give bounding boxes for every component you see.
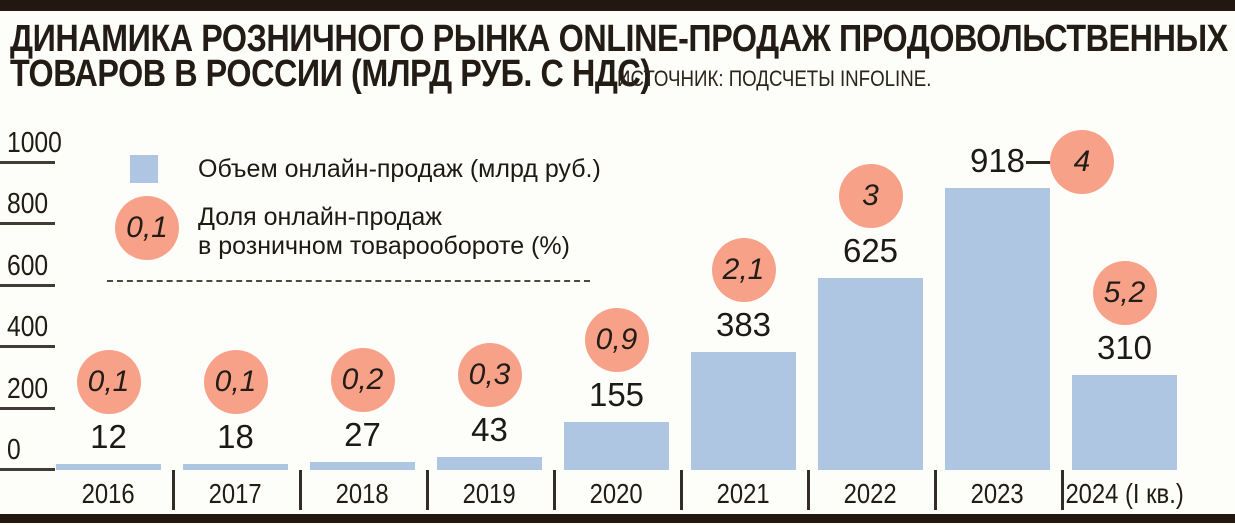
x-axis-label-text: 2023 bbox=[971, 478, 1024, 509]
share-badge-value: 5,2 bbox=[1103, 275, 1146, 309]
x-axis-divider bbox=[553, 470, 556, 510]
share-badge-2022: 3 bbox=[838, 163, 903, 228]
x-axis-label-text: 2024 (I кв.) bbox=[1065, 478, 1184, 509]
y-axis-label: 600 bbox=[7, 251, 55, 281]
x-axis-label-text: 2021 bbox=[717, 478, 770, 509]
share-badge-value: 0,1 bbox=[87, 365, 130, 398]
page-title-text-2: ТОВАРОВ В РОССИИ (МЛРД РУБ. С НДС) bbox=[10, 53, 651, 95]
share-badge-value: 0,2 bbox=[341, 362, 384, 396]
y-axis-label: 200 bbox=[7, 374, 55, 404]
x-axis-label-2019: 2019 bbox=[405, 479, 575, 509]
x-axis-label-2018: 2018 bbox=[278, 479, 448, 509]
bar-2018 bbox=[310, 461, 415, 470]
y-axis-tick bbox=[0, 222, 55, 225]
bar-value-label: 383 bbox=[715, 306, 772, 344]
y-axis-tick bbox=[0, 406, 55, 410]
share-badge-value: 3 bbox=[862, 178, 879, 212]
y-axis-label: 0 bbox=[7, 435, 23, 465]
x-axis-divider bbox=[807, 470, 810, 510]
share-badge-2019: 0,3 bbox=[457, 342, 522, 407]
y-axis-label: 800 bbox=[7, 189, 55, 219]
share-badge-value: 4 bbox=[1073, 145, 1091, 178]
x-axis-label-text: 2016 bbox=[82, 478, 135, 509]
legend-share-badge-value: 0,1 bbox=[126, 211, 168, 244]
x-axis-label-2023: 2023 bbox=[913, 479, 1083, 509]
y-axis-label-text: 0 bbox=[7, 434, 21, 466]
legend-divider bbox=[107, 280, 590, 282]
share-badge-value: 0,9 bbox=[595, 323, 638, 357]
y-axis-label-text: 600 bbox=[7, 249, 49, 282]
x-axis-label-text: 2022 bbox=[844, 478, 897, 509]
page-title-line-2: ТОВАРОВ В РОССИИ (МЛРД РУБ. С НДС) bbox=[10, 55, 764, 93]
page-title-line-1: ДИНАМИКА РОЗНИЧНОГО РЫНКА ONLINE-ПРОДАЖ … bbox=[10, 20, 1235, 58]
bottom-rule bbox=[0, 514, 1235, 523]
x-axis-divider bbox=[1061, 470, 1064, 510]
bar-value-label: 310 bbox=[1096, 328, 1153, 366]
y-axis-label: 400 bbox=[7, 312, 55, 342]
x-axis-divider bbox=[172, 470, 175, 510]
legend-share-label-line-1: Доля онлайн-продаж bbox=[198, 203, 442, 231]
bar-value-label: 27 bbox=[344, 415, 381, 453]
legend-share-badge: 0,1 bbox=[115, 196, 179, 260]
legend-bar-label: Объем онлайн-продаж (млрд руб.) bbox=[198, 155, 601, 183]
share-badge-value: 0,1 bbox=[214, 365, 257, 398]
x-axis-label-text: 2020 bbox=[590, 478, 643, 509]
share-badge-2018: 0,2 bbox=[330, 347, 395, 412]
x-axis-label-2022: 2022 bbox=[786, 479, 956, 509]
y-axis-label-text: 1000 bbox=[7, 126, 62, 159]
x-axis-label-text: 2017 bbox=[209, 478, 262, 509]
share-badge-2016: 0,1 bbox=[76, 350, 141, 414]
y-axis-label-text: 800 bbox=[7, 188, 49, 220]
x-axis-divider bbox=[934, 470, 937, 510]
bar-value-label: 918 bbox=[969, 141, 1026, 179]
legend-share-label: Доля онлайн-продаж в розничном товарообо… bbox=[198, 203, 570, 261]
bar-value-label: 43 bbox=[471, 410, 508, 448]
x-axis-label-2020: 2020 bbox=[532, 479, 702, 509]
bar-value-label: 155 bbox=[588, 376, 645, 414]
y-axis-tick bbox=[0, 345, 55, 348]
bar-2022 bbox=[818, 277, 923, 470]
bar-2021 bbox=[691, 352, 796, 470]
share-badge-value: 0,3 bbox=[468, 357, 511, 391]
bar-value-label: 625 bbox=[842, 231, 899, 269]
x-axis-label-text: 2018 bbox=[336, 478, 389, 509]
bar-value-label: 18 bbox=[217, 418, 254, 455]
share-badge-2024 (I кв.): 5,2 bbox=[1092, 260, 1157, 325]
legend-share-label-line-2: в розничном товарообороте (%) bbox=[198, 232, 570, 260]
x-axis-label-2016: 2016 bbox=[24, 479, 194, 509]
y-axis-label: 1000 bbox=[7, 128, 72, 158]
page-title-text-1: ДИНАМИКА РОЗНИЧНОГО РЫНКА ONLINE-ПРОДАЖ … bbox=[10, 18, 1228, 60]
bar-2016 bbox=[56, 464, 161, 470]
y-axis-tick bbox=[0, 160, 55, 164]
bar-2020 bbox=[564, 422, 669, 470]
share-badge-2021: 2,1 bbox=[711, 238, 776, 303]
x-axis-label-2017: 2017 bbox=[151, 479, 321, 509]
top-rule bbox=[0, 0, 1235, 11]
x-axis-label-2021: 2021 bbox=[659, 479, 829, 509]
badge-callout-connector bbox=[1026, 161, 1052, 164]
share-badge-value: 2,1 bbox=[722, 253, 765, 287]
x-axis-divider bbox=[426, 470, 429, 510]
x-axis-divider bbox=[299, 470, 302, 510]
share-badge-2023: 4 bbox=[1050, 130, 1114, 194]
x-axis-label-2024 (I кв.): 2024 (I кв.) bbox=[1040, 479, 1210, 509]
y-axis-label-text: 200 bbox=[7, 372, 49, 405]
bar-2024 (I кв.) bbox=[1072, 374, 1177, 470]
y-axis-tick bbox=[0, 283, 55, 287]
legend-bar-swatch bbox=[130, 155, 158, 183]
share-badge-2017: 0,1 bbox=[203, 350, 268, 414]
bar-2017 bbox=[183, 464, 288, 470]
y-axis-tick bbox=[0, 468, 55, 471]
source-note: ИСТОЧНИК: ПОДСЧЕТЫ INFOLINE. bbox=[617, 67, 987, 91]
source-note-text: ИСТОЧНИК: ПОДСЧЕТЫ INFOLINE. bbox=[617, 66, 932, 91]
bar-2023 bbox=[945, 187, 1050, 470]
share-badge-2020: 0,9 bbox=[584, 308, 649, 373]
x-axis-divider bbox=[680, 470, 683, 510]
y-axis-label-text: 400 bbox=[7, 311, 49, 343]
x-axis-label-text: 2019 bbox=[463, 478, 516, 509]
bar-value-label: 12 bbox=[90, 418, 127, 455]
bar-2019 bbox=[437, 456, 542, 470]
